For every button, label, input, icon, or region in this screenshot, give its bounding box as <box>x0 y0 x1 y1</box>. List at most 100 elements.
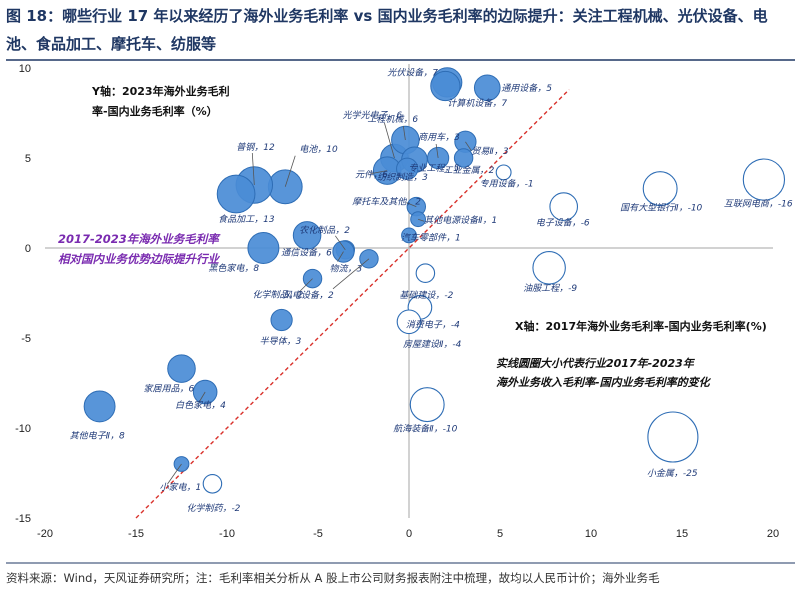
data-bubble <box>430 70 461 102</box>
y-axis-title: 率-国内业务毛利率（%） <box>92 104 218 118</box>
diagonal-line-group <box>135 89 570 519</box>
y-tick-label: 5 <box>25 153 31 165</box>
data-bubble <box>549 192 579 221</box>
x-tick-label: 10 <box>585 528 597 540</box>
point-label: 化学制品，2 <box>253 290 304 301</box>
x-tick-label: 5 <box>497 528 503 540</box>
point-label: 国有大型银行Ⅱ，-10 <box>620 203 702 214</box>
leader-line <box>371 170 388 174</box>
point-label: 油服工程，-9 <box>523 283 577 294</box>
figure-title: 图 18：哪些行业 17 年以来经历了海外业务毛利率 vs 国内业务毛利率的边际… <box>6 7 768 53</box>
diagonal-line <box>135 89 570 519</box>
point-label: 其他电源设备Ⅱ，1 <box>424 215 497 226</box>
chart-annotations: Y轴：2023年海外业务毛利率-国内业务毛利率（%） X轴：2017年海外业务毛利… <box>58 84 767 389</box>
point-label: 商用车，3 <box>418 132 460 143</box>
point-label: 汽车零部件，1 <box>401 232 461 243</box>
x-tick-label: -5 <box>313 528 323 540</box>
point-label: 航海装备Ⅱ，-10 <box>393 424 457 435</box>
point-label: 纺织制造，3 <box>377 172 428 183</box>
bubble-layer <box>83 67 786 494</box>
point-label: 贸易Ⅱ，3 <box>471 146 508 157</box>
source-note: 资料来源：Wind，天风证券研究所；注：毛利率相关分析从 A 股上市公司财务报表… <box>6 571 660 585</box>
leader-line <box>284 155 296 187</box>
leader-line <box>198 391 206 403</box>
bubble-size-note: 海外业务收入毛利率-国内业务毛利率的变化 <box>496 376 712 389</box>
x-tick-label: -20 <box>37 528 53 540</box>
point-label: 计算机设备，7 <box>447 98 507 109</box>
x-tick-label: 20 <box>767 528 779 540</box>
y-tick-label: 0 <box>25 243 31 255</box>
point-label: 小家电，1 <box>160 482 202 493</box>
point-label: 光学光电子，6 <box>342 110 402 121</box>
data-bubble <box>167 354 196 383</box>
point-label: 通信设备，6 <box>281 247 332 258</box>
data-bubble <box>409 387 445 423</box>
point-label: 专业工程，5 <box>408 163 459 174</box>
x-axis-title: X轴：2017年海外业务毛利率-国内业务毛利率(%) <box>515 319 767 333</box>
point-label: 消费电子，-4 <box>406 319 460 330</box>
data-bubble <box>642 171 678 207</box>
diagonal-region-label: 2017-2023年海外业务毛利率 <box>58 232 221 246</box>
diagonal-region-label: 相对国内业务优势边际提升行业 <box>58 252 220 266</box>
point-label: 工程机械，6 <box>367 114 418 125</box>
data-bubble <box>247 232 280 264</box>
data-bubble <box>415 263 436 283</box>
leader-line <box>337 251 344 262</box>
y-tick-label: -10 <box>15 423 31 435</box>
point-label: 普钢，12 <box>236 142 275 153</box>
data-bubble <box>267 169 303 205</box>
x-tick-label: -10 <box>219 528 235 540</box>
leader-line <box>298 278 313 293</box>
point-label: 半导体，3 <box>260 336 302 347</box>
y-tick-label: 10 <box>19 63 31 75</box>
data-bubble <box>742 158 786 201</box>
x-tick-label: 0 <box>406 528 412 540</box>
data-bubble <box>647 411 699 463</box>
leader-line <box>435 143 439 159</box>
leader-line <box>465 141 472 152</box>
point-label: 食品加工，13 <box>218 214 275 225</box>
point-label: 农化制品，2 <box>299 225 350 236</box>
point-label: 元件，6 <box>355 170 388 181</box>
point-label: 摩托车及其他，2 <box>352 197 421 208</box>
data-bubble <box>495 164 512 181</box>
point-label: 电池，10 <box>299 144 338 155</box>
point-label: 白色家电，4 <box>175 400 226 411</box>
data-bubble <box>473 74 501 102</box>
x-tick-label: 15 <box>676 528 688 540</box>
data-bubble <box>270 308 293 332</box>
point-label: 专用设备，-1 <box>480 178 534 189</box>
point-label: 工业金属，2 <box>444 165 495 176</box>
y-tick-label: -15 <box>15 513 31 525</box>
point-label: 小金属，-25 <box>647 468 698 479</box>
point-label: 通用设备，5 <box>501 83 552 94</box>
y-tick-label: -5 <box>21 333 31 345</box>
data-bubble <box>532 251 566 285</box>
leader-line <box>332 258 370 290</box>
point-label: 互联网电商，-16 <box>724 199 793 210</box>
leader-line <box>384 122 395 159</box>
data-bubble <box>396 157 419 180</box>
leader-line <box>167 463 182 485</box>
point-label: 物流，3 <box>329 264 362 275</box>
point-label: 房屋建设Ⅱ，-4 <box>403 339 462 350</box>
data-bubble <box>216 174 256 214</box>
point-label: 风电设备，2 <box>283 290 334 301</box>
leader-line <box>251 152 255 186</box>
data-bubble <box>401 227 417 244</box>
data-bubble <box>83 390 116 423</box>
leader-line <box>402 125 406 141</box>
leader-line <box>334 235 346 251</box>
x-tick-label: -15 <box>128 528 144 540</box>
point-label: 光伏设备，7 <box>387 67 438 78</box>
point-label: 其他电子Ⅱ，8 <box>70 430 125 441</box>
data-bubble <box>453 148 474 168</box>
bubble-size-note: 实线圆圈大小代表行业2017年-2023年 <box>496 357 696 370</box>
data-bubble <box>202 474 223 494</box>
data-bubble <box>396 309 422 335</box>
point-label: 基础建设，-2 <box>399 290 453 301</box>
leader-line <box>417 218 425 222</box>
point-label: 黑色家电，8 <box>208 263 259 274</box>
